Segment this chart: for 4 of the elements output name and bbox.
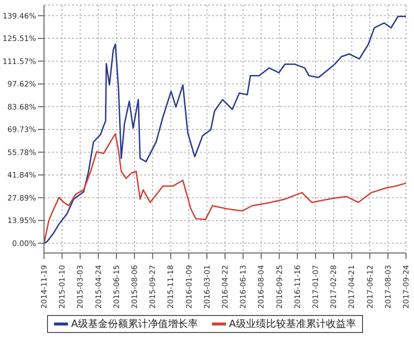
- line-series: [44, 133, 406, 244]
- line-series: [44, 16, 406, 244]
- legend-label: A级基金份额累计净值增长率: [71, 318, 198, 331]
- legend-label: A级业绩比较基准累计收益率: [229, 318, 356, 331]
